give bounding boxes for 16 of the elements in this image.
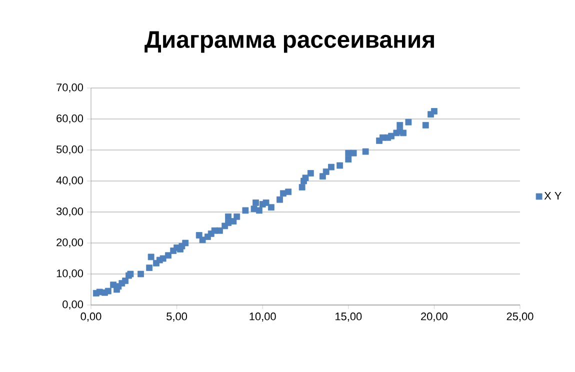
x-tick-label: 5,00: [166, 312, 188, 322]
y-tick-label: 30,00: [56, 207, 84, 217]
y-tick-label: 60,00: [56, 114, 84, 124]
x-tick-label: 25,00: [506, 312, 534, 322]
x-tick-label: 0,00: [80, 312, 102, 322]
x-tick-label: 20,00: [421, 312, 448, 322]
y-tick-label: 20,00: [56, 238, 84, 248]
x-tick-label: 10,00: [250, 312, 276, 322]
legend-label: X Y: [544, 192, 562, 200]
x-tick-label: 15,00: [336, 312, 362, 322]
chart-title: Диаграмма рассеивания: [144, 31, 434, 53]
y-tick-label: 50,00: [56, 145, 84, 155]
y-tick-label: 0,00: [62, 300, 84, 310]
y-tick-label: 10,00: [56, 269, 84, 279]
y-tick-label: 40,00: [56, 176, 84, 186]
y-tick-label: 70,00: [56, 83, 84, 93]
